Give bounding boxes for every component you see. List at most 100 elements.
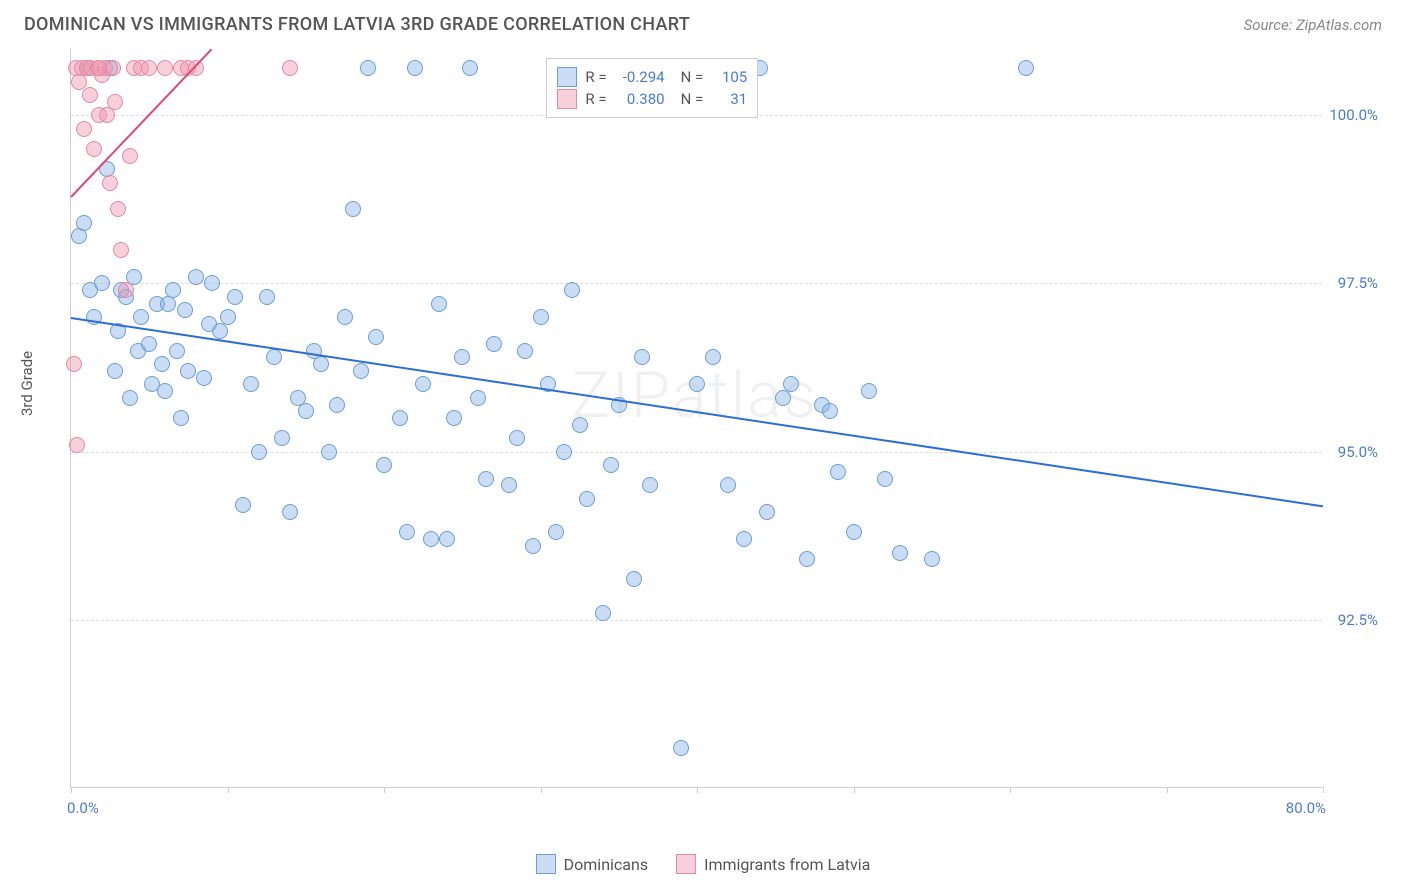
- chart-title: DOMINICAN VS IMMIGRANTS FROM LATVIA 3RD …: [24, 14, 690, 35]
- stats-row: R =0.380N =31: [557, 89, 747, 109]
- data-point: [105, 60, 121, 76]
- x-tick: [71, 787, 72, 793]
- data-point: [133, 309, 149, 325]
- data-point: [603, 457, 619, 473]
- data-point: [345, 201, 361, 217]
- x-tick: [1323, 787, 1324, 793]
- data-point: [399, 524, 415, 540]
- data-point: [157, 60, 173, 76]
- data-point: [274, 430, 290, 446]
- data-point: [76, 215, 92, 231]
- data-point: [102, 175, 118, 191]
- data-point: [313, 356, 329, 372]
- data-point: [673, 740, 689, 756]
- data-point: [227, 289, 243, 305]
- data-point: [360, 60, 376, 76]
- legend-swatch: [536, 854, 556, 874]
- legend-swatch: [676, 854, 696, 874]
- data-point: [165, 282, 181, 298]
- data-point: [376, 457, 392, 473]
- data-point: [509, 430, 525, 446]
- data-point: [141, 336, 157, 352]
- data-point: [290, 390, 306, 406]
- data-point: [110, 201, 126, 217]
- legend-swatch: [557, 67, 577, 87]
- data-point: [177, 302, 193, 318]
- gridline: [71, 283, 1322, 284]
- data-point: [66, 356, 82, 372]
- data-point: [298, 403, 314, 419]
- data-point: [454, 349, 470, 365]
- data-point: [634, 349, 650, 365]
- data-point: [439, 531, 455, 547]
- data-point: [822, 403, 838, 419]
- data-point: [501, 477, 517, 493]
- x-tick: [384, 787, 385, 793]
- x-tick: [1010, 787, 1011, 793]
- data-point: [113, 242, 129, 258]
- data-point: [122, 148, 138, 164]
- data-point: [107, 94, 123, 110]
- data-point: [877, 471, 893, 487]
- trend-line: [71, 317, 1323, 507]
- data-point: [204, 275, 220, 291]
- data-point: [642, 477, 658, 493]
- stats-box: R =-0.294N =105R =0.380N =31: [546, 58, 758, 118]
- data-point: [720, 477, 736, 493]
- data-point: [572, 417, 588, 433]
- data-point: [180, 363, 196, 379]
- data-point: [76, 121, 92, 137]
- data-point: [470, 390, 486, 406]
- data-point: [201, 316, 217, 332]
- data-point: [799, 551, 815, 567]
- data-point: [169, 343, 185, 359]
- data-point: [173, 410, 189, 426]
- data-point: [525, 538, 541, 554]
- data-point: [1018, 60, 1034, 76]
- legend-swatch: [557, 89, 577, 109]
- data-point: [329, 397, 345, 413]
- data-point: [478, 471, 494, 487]
- x-tick-label: 80.0%: [1286, 799, 1326, 817]
- data-point: [86, 141, 102, 157]
- y-tick-label: 95.0%: [1338, 443, 1378, 461]
- legend-item: Immigrants from Latvia: [676, 854, 870, 874]
- data-point: [392, 410, 408, 426]
- data-point: [924, 551, 940, 567]
- data-point: [407, 60, 423, 76]
- data-point: [446, 410, 462, 426]
- data-point: [266, 349, 282, 365]
- data-point: [259, 289, 275, 305]
- x-tick-label: 0.0%: [67, 799, 99, 817]
- y-tick-label: 100.0%: [1329, 106, 1378, 124]
- y-tick-label: 97.5%: [1338, 274, 1378, 292]
- data-point: [595, 605, 611, 621]
- data-point: [282, 504, 298, 520]
- x-tick: [1167, 787, 1168, 793]
- data-point: [69, 437, 85, 453]
- x-tick: [854, 787, 855, 793]
- data-point: [144, 376, 160, 392]
- data-point: [759, 504, 775, 520]
- data-point: [415, 376, 431, 392]
- data-point: [423, 531, 439, 547]
- data-point: [564, 282, 580, 298]
- data-point: [282, 60, 298, 76]
- plot-area: ZIPatlas 92.5%95.0%97.5%100.0%0.0%80.0%R…: [70, 48, 1322, 788]
- data-point: [846, 524, 862, 540]
- data-point: [82, 87, 98, 103]
- y-axis-label: 3rd Grade: [18, 351, 36, 416]
- data-point: [118, 282, 134, 298]
- data-point: [783, 376, 799, 392]
- data-point: [220, 309, 236, 325]
- data-point: [705, 349, 721, 365]
- x-tick: [541, 787, 542, 793]
- x-tick: [228, 787, 229, 793]
- chart-container: 3rd Grade ZIPatlas 92.5%95.0%97.5%100.0%…: [24, 48, 1382, 824]
- data-point: [243, 376, 259, 392]
- data-point: [533, 309, 549, 325]
- data-point: [548, 524, 564, 540]
- legend-item: Dominicans: [536, 854, 648, 874]
- legend-label: Dominicans: [564, 855, 648, 874]
- data-point: [91, 60, 107, 76]
